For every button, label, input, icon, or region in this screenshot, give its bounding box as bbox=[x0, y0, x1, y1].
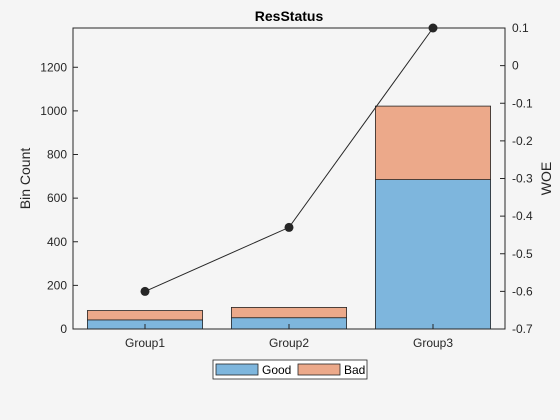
legend: Good Bad bbox=[212, 359, 368, 380]
y2-tick-label: -0.4 bbox=[512, 209, 533, 223]
chart-title: ResStatus bbox=[255, 8, 324, 24]
woe-point-group2 bbox=[284, 222, 294, 232]
y2-tick-label: -0.5 bbox=[512, 247, 533, 261]
bar-good-group3 bbox=[374, 179, 491, 330]
bars-layer bbox=[87, 105, 491, 330]
axes-layer: 0 200 400 600 800 1000 1200 -0.7 -0.6 -0.5 -0.4 -0.… bbox=[40, 21, 533, 350]
y2-axis-label: WOE bbox=[538, 162, 554, 195]
y-tick-label: 1000 bbox=[40, 104, 67, 118]
y2-tick-label: -0.7 bbox=[512, 322, 533, 336]
x-tick-label: Group1 bbox=[125, 336, 165, 350]
legend-label-bad: Bad bbox=[344, 363, 365, 377]
x-tick-label: Group2 bbox=[269, 336, 309, 350]
legend-label-good: Good bbox=[262, 363, 291, 377]
y-tick-label: 0 bbox=[60, 322, 67, 336]
y-axis-label: Bin Count bbox=[17, 148, 33, 210]
y2-tick-label: -0.6 bbox=[512, 284, 533, 298]
y2-tick-label: -0.2 bbox=[512, 134, 533, 148]
woe-line-layer bbox=[140, 23, 438, 296]
y2-tick-label: -0.3 bbox=[512, 172, 533, 186]
y-tick-label: 200 bbox=[47, 278, 67, 292]
y-tick-label: 1200 bbox=[40, 60, 67, 74]
legend-swatch-good bbox=[215, 363, 259, 376]
y-tick-label: 400 bbox=[47, 235, 67, 249]
y2-tick-label: -0.1 bbox=[512, 96, 533, 110]
legend-swatch-bad bbox=[297, 363, 341, 376]
y-tick-label: 600 bbox=[47, 191, 67, 205]
y2-tick-label: 0 bbox=[512, 59, 519, 73]
bar-bad-group1 bbox=[87, 310, 203, 321]
y-tick-label: 800 bbox=[47, 148, 67, 162]
bar-bad-group2 bbox=[230, 306, 347, 319]
y2-tick-label: 0.1 bbox=[512, 21, 529, 35]
bar-bad-group3 bbox=[374, 105, 491, 180]
woe-point-group1 bbox=[140, 286, 150, 296]
x-tick-label: Group3 bbox=[413, 336, 453, 350]
